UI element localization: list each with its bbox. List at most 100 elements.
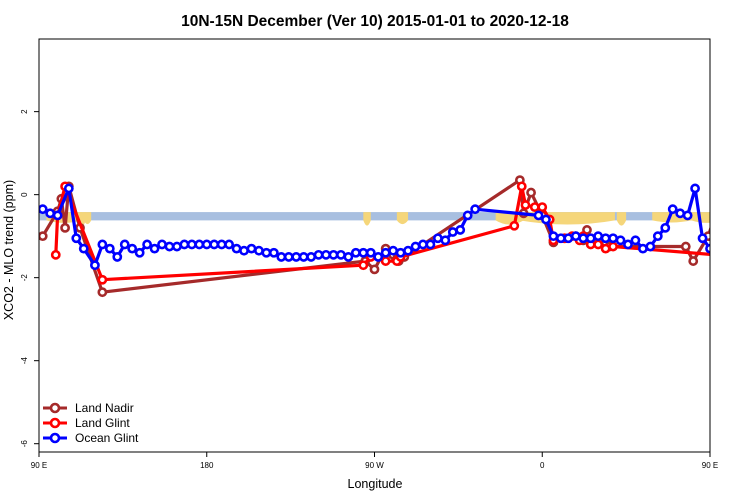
land-glint-point: [600, 243, 611, 254]
ocean-glint-point: [71, 233, 82, 244]
ocean-glint-point: [216, 239, 227, 250]
ocean-glint-point: [157, 239, 167, 250]
ocean-glint-point: [164, 241, 175, 252]
land-glint-point: [520, 200, 531, 210]
ocean-glint-point: [350, 247, 361, 258]
ocean-glint-point: [313, 249, 324, 260]
land-segment: [721, 212, 738, 223]
y-tick-label: -2: [20, 274, 29, 282]
land-glint-point: [593, 239, 604, 250]
land-segment: [363, 212, 371, 226]
ocean-glint-point: [410, 241, 421, 252]
land-glint-point: [732, 276, 739, 283]
ocean-glint-point: [380, 247, 391, 258]
ocean-glint-point: [555, 233, 566, 244]
y-tick-label: -4: [20, 357, 29, 365]
land-glint-point: [721, 208, 728, 215]
ocean-glint-point: [268, 247, 279, 258]
land-glint-point: [727, 183, 734, 190]
legend-land-glint-label: Land Glint: [75, 416, 130, 430]
land-glint-point: [712, 251, 719, 258]
ocean-glint-point: [179, 239, 190, 250]
legend-land-nadir-marker: [49, 402, 61, 414]
ocean-glint-point: [623, 239, 633, 250]
legend-ocean-glint-marker: [49, 432, 61, 444]
land-glint-point: [537, 202, 548, 213]
ocean-glint-point: [254, 245, 264, 256]
ocean-glint-point: [600, 233, 611, 244]
land-nadir-point: [688, 256, 699, 266]
land-nadir-point: [734, 289, 741, 296]
land-nadir-point: [725, 183, 732, 190]
ocean-glint-point: [548, 231, 559, 242]
x-tick-label: 90 W: [365, 461, 384, 470]
ocean-glint-point: [283, 252, 294, 262]
land-nadir-point: [39, 231, 48, 242]
ocean-glint-point: [224, 239, 235, 250]
ocean-glint-point: [744, 241, 750, 248]
land-glint-point: [380, 256, 391, 266]
land-nadir-point: [60, 222, 70, 233]
land-glint-point: [97, 274, 108, 285]
land-nadir-point: [718, 195, 725, 202]
ocean-glint-point: [425, 239, 436, 250]
ocean-glint-point: [97, 239, 108, 250]
ocean-glint-point: [209, 239, 220, 250]
land-glint-point: [50, 249, 61, 260]
ocean-glint-point: [533, 210, 544, 221]
land-glint-point: [608, 241, 618, 252]
land-segment: [396, 212, 409, 225]
ocean-glint-point: [149, 243, 160, 254]
land-segment: [83, 212, 92, 225]
ocean-glint-point: [78, 243, 89, 254]
ocean-glint-point: [119, 239, 130, 250]
land-glint-point: [509, 220, 520, 231]
ocean-glint-point: [570, 231, 581, 242]
ocean-glint-point: [172, 241, 182, 252]
ocean-band: [39, 212, 710, 221]
y-tick-label: 0: [20, 192, 29, 197]
y-tick-label: -6: [20, 440, 29, 448]
ocean-glint-point: [455, 225, 466, 235]
ocean-glint-point: [447, 227, 458, 237]
ocean-glint-point: [276, 252, 287, 262]
ocean-glint-point: [298, 252, 309, 262]
ocean-glint-point: [239, 245, 249, 256]
ocean-glint-point: [578, 233, 589, 244]
x-tick-label: 180: [200, 461, 214, 470]
ocean-glint-point: [45, 208, 56, 219]
ocean-glint-point: [328, 249, 339, 260]
ocean-glint-point: [721, 241, 728, 248]
land-glint-point: [529, 202, 540, 213]
land-nadir-point: [721, 224, 728, 231]
ocean-glint-point: [395, 247, 406, 258]
ocean-glint-point: [563, 233, 574, 244]
ocean-glint-point: [418, 239, 428, 250]
ocean-glint-point: [682, 210, 693, 221]
ocean-glint-point: [358, 247, 369, 258]
ocean-glint-point: [63, 183, 74, 194]
ocean-glint-point: [585, 233, 596, 244]
ocean-glint-point: [615, 235, 626, 246]
ocean-glint-point: [652, 231, 663, 242]
ocean-glint-point: [39, 204, 48, 215]
ocean-glint-point: [403, 245, 413, 256]
land-segment: [616, 212, 627, 226]
land-nadir-point: [680, 241, 691, 252]
ocean-glint-point: [321, 249, 331, 260]
ocean-glint-point: [714, 262, 721, 269]
land-glint-point: [358, 260, 369, 271]
ocean-glint-point: [90, 260, 100, 271]
ocean-glint-point: [104, 243, 115, 254]
ocean-glint-point: [142, 239, 153, 250]
chart-title: 10N-15N December (Ver 10) 2015-01-01 to …: [181, 13, 569, 30]
ocean-glint-point: [690, 183, 700, 194]
land-nadir-point: [97, 287, 108, 298]
x-tick-label: 90 E: [31, 461, 47, 470]
land-nadir-point: [526, 187, 536, 198]
ocean-glint-point: [645, 241, 656, 252]
ocean-glint-point: [246, 243, 257, 254]
ocean-glint-point: [261, 247, 272, 258]
ocean-glint-point: [675, 208, 686, 219]
